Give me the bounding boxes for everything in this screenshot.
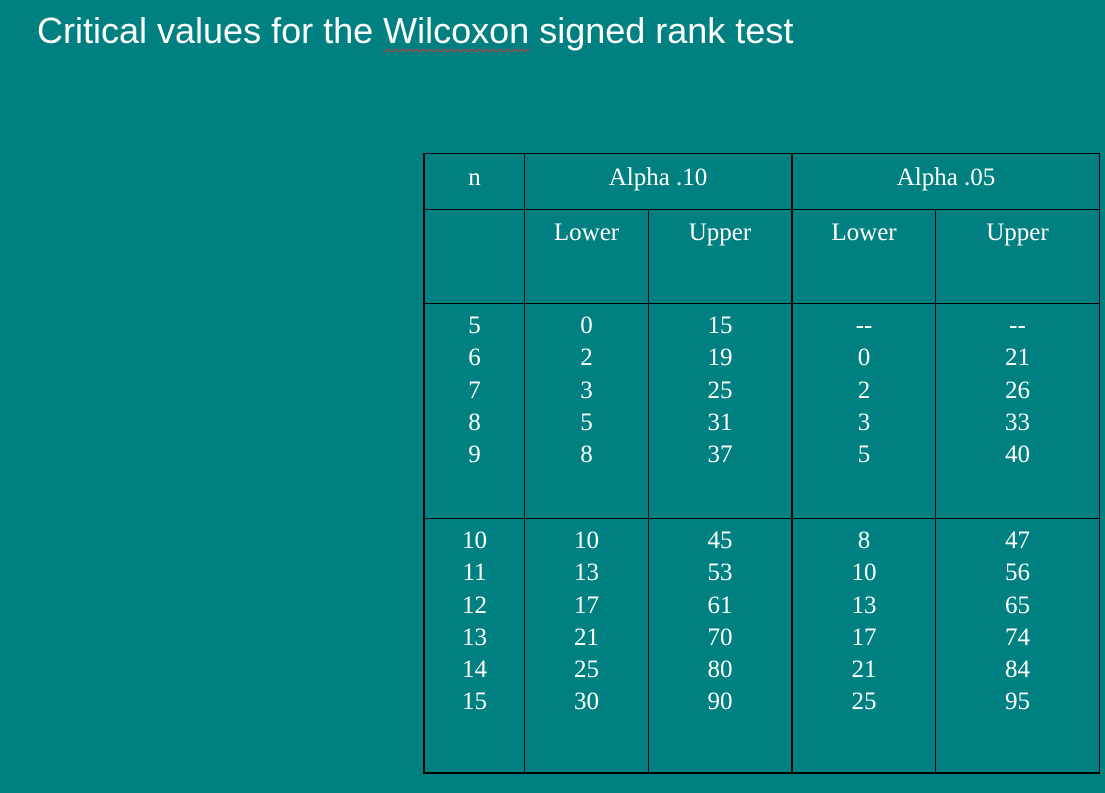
table-cell: 33 xyxy=(1005,408,1030,436)
table-cell: 47 xyxy=(1005,527,1030,554)
table-cell: 2 xyxy=(857,376,871,404)
table-cell: 65 xyxy=(1005,591,1030,619)
table-rule-right xyxy=(1099,153,1100,774)
table-cell: 8 xyxy=(857,527,871,554)
header-lower-10: Lower xyxy=(553,219,620,246)
group2-n-column: 10 11 12 13 14 15 xyxy=(425,525,524,719)
table-cell: 45 xyxy=(707,527,733,554)
table-cell: 21 xyxy=(1005,344,1030,372)
group1-lower05-column: -- 0 2 3 5 xyxy=(793,310,935,471)
table-rule-subheader xyxy=(423,303,1100,304)
header-n: n xyxy=(468,164,481,191)
table-cell: 17 xyxy=(851,623,877,651)
table-rule-top xyxy=(423,153,1100,154)
group2-lower05-column: 8 10 13 17 21 25 xyxy=(793,525,935,719)
group1-lower10-column: 0 2 3 5 8 xyxy=(525,310,648,471)
table-cell: 8 xyxy=(580,441,593,469)
table-cell: 5 xyxy=(580,408,593,436)
table-cell: 31 xyxy=(707,408,733,436)
table-cell: 17 xyxy=(574,591,599,619)
table-cell: 10 xyxy=(462,527,487,554)
table-cell: 21 xyxy=(574,623,599,651)
table-cell: 26 xyxy=(1005,376,1030,404)
title-text-before: Critical values for the xyxy=(37,10,384,51)
table-cell: -- xyxy=(855,312,873,339)
group1-upper05-column: -- 21 26 33 40 xyxy=(936,310,1099,471)
table-cell: 30 xyxy=(574,688,599,716)
table-rule-lower10 xyxy=(648,209,649,774)
table-rule-header xyxy=(423,209,1100,210)
table-cell: -- xyxy=(1009,312,1026,339)
slide-title: Critical values for the Wilcoxon signed … xyxy=(37,9,793,53)
table-cell: 3 xyxy=(580,376,593,404)
table-cell: 12 xyxy=(462,591,487,619)
table-cell: 25 xyxy=(707,376,733,404)
table-cell: 56 xyxy=(1005,559,1030,587)
group2-upper05-column: 47 56 65 74 84 95 xyxy=(936,525,1099,719)
header-alpha-10: Alpha .10 xyxy=(608,164,708,191)
header-upper-05: Upper xyxy=(986,219,1049,246)
table-cell: 25 xyxy=(574,656,599,684)
table-cell: 15 xyxy=(462,688,487,716)
table-cell: 84 xyxy=(1005,656,1030,684)
table-cell: 13 xyxy=(851,591,877,619)
table-cell: 21 xyxy=(851,656,877,684)
table-rule-bottom xyxy=(423,772,1100,774)
table-cell: 14 xyxy=(462,656,487,684)
table-cell: 5 xyxy=(468,312,481,339)
title-text-after: signed rank test xyxy=(529,10,794,51)
table-cell: 37 xyxy=(707,441,733,469)
table-cell: 90 xyxy=(707,688,733,716)
table-cell: 7 xyxy=(468,376,481,404)
table-rule-left xyxy=(423,153,425,774)
table-rule-lower05 xyxy=(935,209,936,774)
header-lower-05: Lower xyxy=(831,219,897,246)
table-cell: 95 xyxy=(1005,688,1030,716)
group1-n-column: 5 6 7 8 9 xyxy=(425,310,524,471)
table-cell: 2 xyxy=(580,344,593,372)
group2-lower10-column: 10 13 17 21 25 30 xyxy=(525,525,648,719)
table-cell: 9 xyxy=(468,441,481,469)
table-cell: 25 xyxy=(851,688,877,716)
table-cell: 61 xyxy=(707,591,733,619)
table-cell: 80 xyxy=(707,656,733,684)
table-cell: 19 xyxy=(707,344,733,372)
table-cell: 0 xyxy=(857,344,871,372)
table-cell: 40 xyxy=(1005,441,1030,469)
table-cell: 5 xyxy=(857,441,871,469)
table-cell: 70 xyxy=(707,623,733,651)
table-cell: 13 xyxy=(574,559,599,587)
table-cell: 13 xyxy=(462,623,487,651)
table-cell: 74 xyxy=(1005,623,1030,651)
table-cell: 0 xyxy=(580,312,593,339)
group2-upper10-column: 45 53 61 70 80 90 xyxy=(649,525,791,719)
group1-upper10-column: 15 19 25 31 37 xyxy=(649,310,791,471)
table-cell: 8 xyxy=(468,408,481,436)
header-upper-10: Upper xyxy=(688,219,752,246)
table-cell: 15 xyxy=(707,312,733,339)
table-rule-group xyxy=(423,518,1100,519)
table-cell: 3 xyxy=(857,408,871,436)
table-cell: 10 xyxy=(851,559,877,587)
table-rule-alpha xyxy=(791,153,793,774)
table-cell: 6 xyxy=(468,344,481,372)
title-spellcheck-word: Wilcoxon xyxy=(383,10,530,51)
table-rule-n xyxy=(524,153,525,774)
header-alpha-05: Alpha .05 xyxy=(896,164,996,191)
table-cell: 11 xyxy=(462,559,487,587)
table-cell: 10 xyxy=(574,527,599,554)
table-cell: 53 xyxy=(707,559,733,587)
